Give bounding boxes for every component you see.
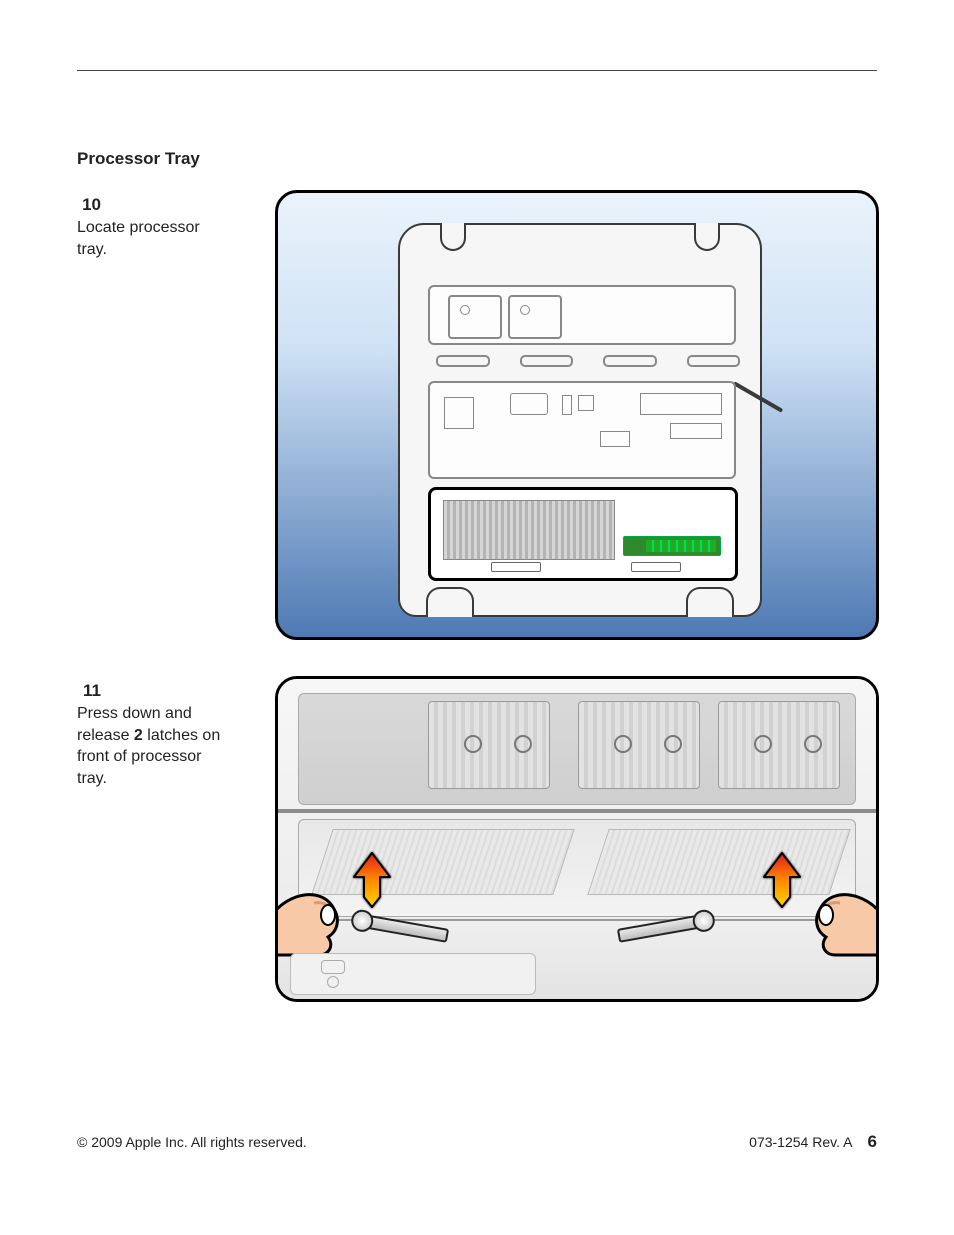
step-10: 10 Locate processor tray. (77, 194, 257, 260)
figure-press-latches (275, 676, 879, 1002)
page-number: 6 (856, 1132, 877, 1151)
heatsink-icon (443, 500, 615, 560)
screw-icon (464, 735, 482, 753)
screw-icon (514, 735, 532, 753)
step-11-bold: 2 (134, 727, 143, 744)
screw-icon (664, 735, 682, 753)
drive-sled-slots (428, 355, 748, 371)
page-footer: © 2009 Apple Inc. All rights reserved. 0… (77, 1131, 877, 1151)
chassis-lower-crop (290, 953, 536, 995)
tower-foot-right (686, 587, 734, 617)
copyright-text: © 2009 Apple Inc. All rights reserved. (77, 1133, 307, 1152)
processor-pcb-icon (623, 536, 721, 556)
screw-icon (754, 735, 772, 753)
optical-drive-2 (508, 295, 562, 339)
optical-drive-bay (428, 285, 736, 345)
optical-drive-1 (448, 295, 502, 339)
rear-latch-lever (733, 381, 783, 412)
step-11-number: 11 (77, 680, 101, 703)
mac-pro-tower-illustration (398, 223, 762, 617)
processor-tray-closeup (278, 679, 876, 999)
step-11-text: Press down and release 2 latches on fron… (77, 703, 227, 789)
step-10-number: 10 (77, 194, 101, 217)
screw-icon (804, 735, 822, 753)
down-arrow-icon (762, 851, 802, 909)
step-11: 11 Press down and release 2 latches on f… (77, 680, 257, 789)
figure-locate-processor-tray (275, 190, 879, 640)
doc-id: 073-1254 Rev. A (749, 1134, 851, 1150)
tray-shelf (278, 809, 876, 813)
tray-latch-bar (491, 562, 541, 572)
screw-icon (614, 735, 632, 753)
tray-latch-bar (631, 562, 681, 572)
down-arrow-icon (352, 851, 392, 909)
tower-foot-left (426, 587, 474, 617)
thumb-press-icon (275, 875, 352, 959)
footer-right: 073-1254 Rev. A 6 (749, 1131, 877, 1154)
page: Processor Tray 10 Locate processor tray. (0, 0, 954, 1235)
section-title: Processor Tray (77, 148, 200, 171)
logic-board-area (428, 381, 736, 479)
top-rule (77, 70, 877, 71)
processor-tray-highlight (428, 487, 738, 581)
step-10-text: Locate processor tray. (77, 217, 227, 260)
thumb-press-icon (802, 875, 879, 959)
